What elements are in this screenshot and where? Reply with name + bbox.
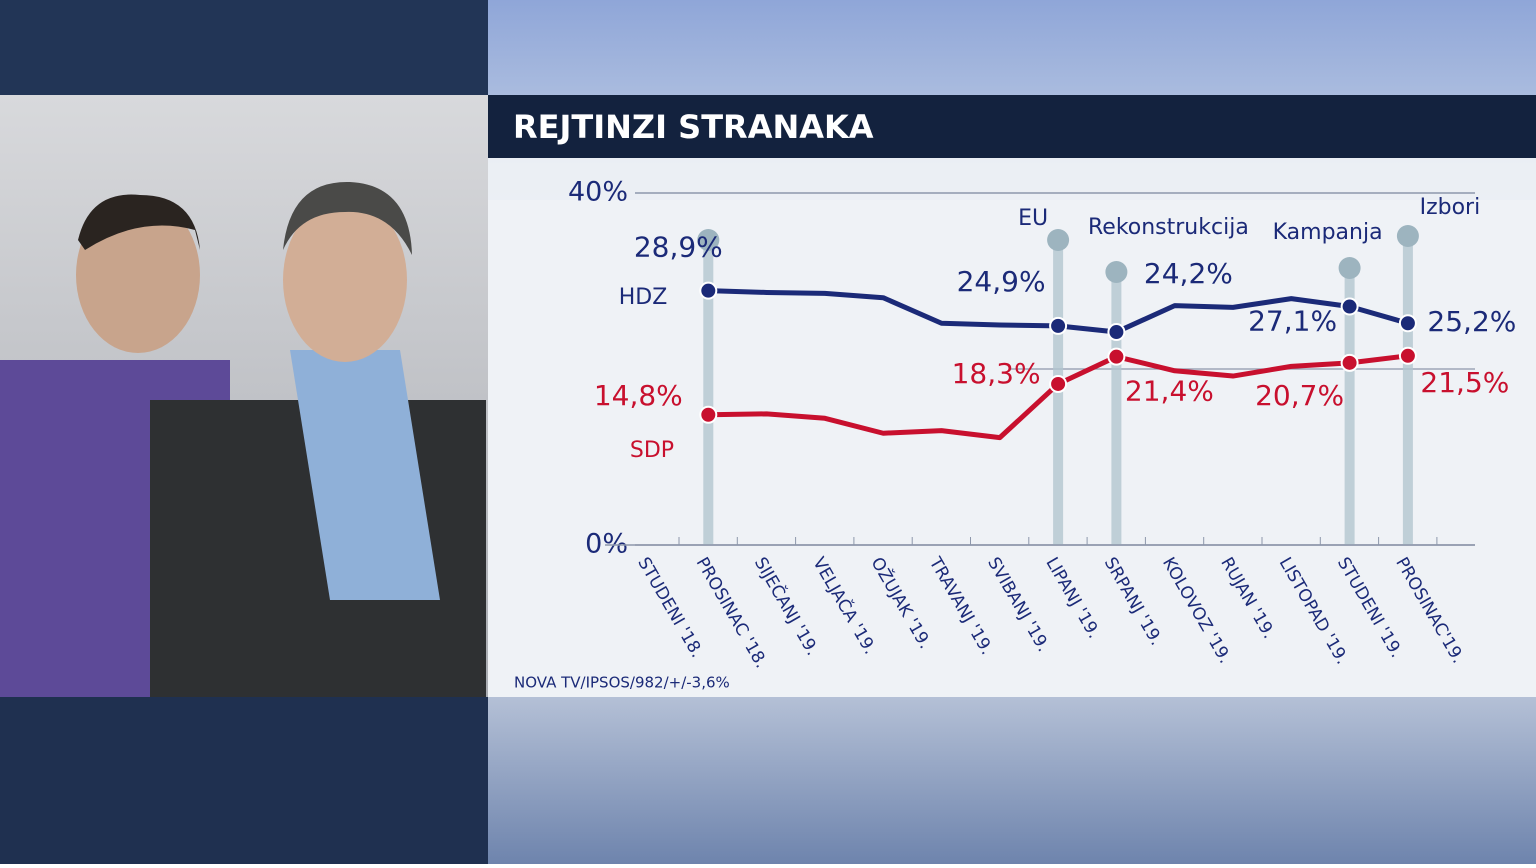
value-label: 27,1% xyxy=(1248,305,1337,338)
point xyxy=(1398,346,1417,365)
event-marker xyxy=(1396,225,1419,247)
event-pole xyxy=(1344,268,1355,545)
event-label: Izbori xyxy=(1420,195,1481,220)
event-marker xyxy=(1047,229,1070,251)
value-label: 24,2% xyxy=(1144,257,1233,290)
event-label: Rekonstrukcija xyxy=(1088,215,1249,240)
point xyxy=(1340,297,1359,316)
title: REJTINZI STRANAKA xyxy=(513,108,874,146)
value-label: 20,7% xyxy=(1255,379,1344,412)
event-pole xyxy=(703,240,714,545)
value-label: 14,8% xyxy=(594,379,683,412)
point xyxy=(1049,374,1068,393)
point xyxy=(1049,316,1068,335)
point xyxy=(1398,314,1417,333)
value-label: 24,9% xyxy=(957,265,1046,298)
value-label: 25,2% xyxy=(1427,305,1516,338)
series-name: SDP xyxy=(630,438,674,463)
event-marker xyxy=(697,229,720,251)
event-label: Kampanja xyxy=(1273,220,1383,245)
event-label: EU xyxy=(1018,206,1048,231)
point xyxy=(699,281,718,300)
event-marker xyxy=(1338,257,1361,279)
value-label: 21,5% xyxy=(1420,366,1509,399)
value-label: 18,3% xyxy=(952,357,1041,390)
water xyxy=(488,697,1536,864)
event-pole xyxy=(1402,236,1413,545)
value-label: 28,9% xyxy=(634,231,723,264)
y-tick-label: 40% xyxy=(568,177,628,208)
point xyxy=(699,405,718,424)
event-pole xyxy=(1111,272,1122,545)
event-marker xyxy=(1105,261,1128,283)
y-tick-label: 0% xyxy=(585,529,628,560)
series-name: HDZ xyxy=(619,285,668,310)
people xyxy=(0,181,486,697)
point xyxy=(1107,347,1126,366)
point xyxy=(1107,323,1126,342)
header-bar xyxy=(488,95,1536,158)
left-top xyxy=(0,0,488,95)
point xyxy=(1340,353,1359,372)
source: NOVA TV/IPSOS/982/+/-3,6% xyxy=(514,674,730,692)
value-label: 21,4% xyxy=(1125,375,1214,408)
